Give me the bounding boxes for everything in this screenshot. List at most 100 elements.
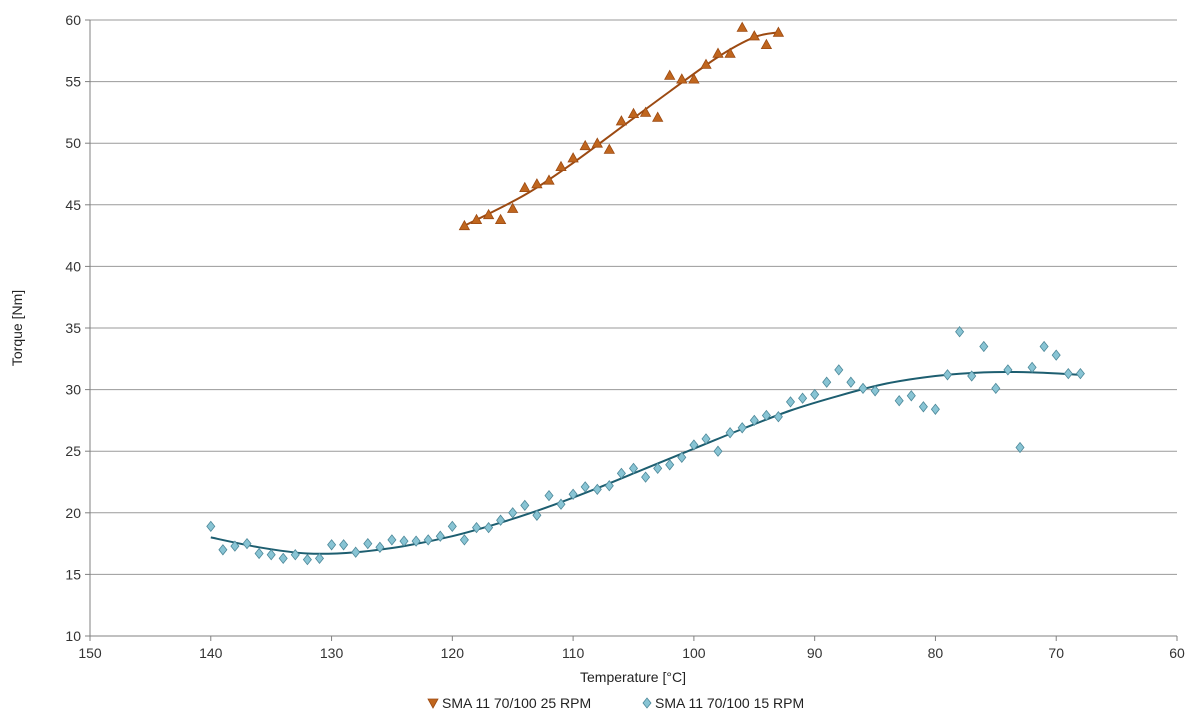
point-triangle — [615, 115, 628, 126]
point-diamond — [834, 364, 844, 376]
point-diamond — [387, 534, 397, 546]
point-diamond — [1063, 367, 1073, 380]
legend-item-15rpm: SMA 11 70/100 15 RPM — [642, 695, 804, 711]
point-triangle — [772, 26, 785, 37]
x-tick-label: 70 — [1048, 645, 1064, 661]
point-diamond — [713, 445, 723, 457]
point-diamond — [351, 546, 361, 558]
x-tick-label: 120 — [441, 645, 465, 661]
point-diamond — [604, 480, 614, 492]
point-diamond — [628, 462, 639, 475]
y-tick-label: 25 — [65, 443, 81, 459]
point-triangle — [507, 202, 519, 213]
point-diamond — [641, 471, 651, 483]
y-tick-label: 40 — [65, 258, 81, 274]
point-triangle — [700, 58, 712, 69]
point-diamond — [399, 535, 409, 547]
point-diamond — [435, 530, 445, 542]
point-triangle — [567, 152, 579, 163]
point-diamond — [363, 537, 373, 550]
x-tick-label: 90 — [807, 645, 823, 661]
point-diamond — [906, 390, 916, 402]
point-diamond — [508, 507, 518, 519]
point-triangle — [724, 47, 736, 58]
point-diamond — [653, 462, 663, 475]
point-diamond — [894, 395, 904, 407]
point-triangle — [664, 69, 676, 80]
point-diamond — [423, 534, 433, 546]
point-diamond — [1015, 441, 1025, 454]
legend-marker-triangle — [427, 698, 439, 709]
point-diamond — [798, 392, 808, 404]
legend-label-25rpm: SMA 11 70/100 25 RPM — [442, 695, 591, 711]
y-axis-title: Torque [Nm] — [9, 290, 25, 366]
point-diamond — [592, 483, 602, 496]
point-diamond — [616, 467, 626, 480]
point-triangle — [519, 181, 531, 193]
point-diamond — [484, 521, 494, 534]
grid-layer — [90, 19, 1177, 575]
point-diamond — [218, 544, 228, 556]
legend-label-15rpm: SMA 11 70/100 15 RPM — [655, 695, 804, 711]
x-tick-label: 150 — [78, 645, 102, 661]
point-triangle — [748, 30, 760, 41]
x-axis-title: Temperature [°C] — [580, 669, 686, 685]
point-triangle — [543, 174, 555, 185]
tick-labels: 10 15 20 25 30 35 40 45 50 55 60 150 140 130 120 110 100… — [65, 12, 1185, 661]
point-diamond — [761, 409, 771, 422]
y-tick-label: 10 — [65, 628, 81, 644]
point-diamond — [1075, 367, 1085, 380]
point-diamond — [749, 414, 759, 427]
point-diamond — [568, 488, 578, 500]
point-diamond — [459, 534, 469, 546]
point-diamond — [290, 549, 300, 561]
point-diamond — [918, 401, 928, 413]
point-diamond — [737, 422, 747, 434]
point-diamond — [930, 403, 940, 415]
point-triangle — [555, 160, 567, 172]
y-tick-label: 30 — [65, 382, 81, 398]
point-triangle — [603, 143, 615, 154]
point-diamond — [278, 552, 288, 565]
point-diamond — [1003, 364, 1013, 376]
point-diamond — [858, 382, 868, 395]
y-tick-label: 15 — [65, 566, 81, 582]
legend-marker-diamond — [642, 697, 652, 709]
y-tick-label: 45 — [65, 197, 81, 213]
x-tick-label: 80 — [928, 645, 944, 661]
point-diamond — [689, 439, 699, 451]
point-diamond — [955, 326, 965, 338]
legend-item-25rpm: SMA 11 70/100 25 RPM — [427, 695, 591, 711]
y-tick-label: 50 — [65, 135, 81, 151]
point-triangle — [482, 208, 495, 220]
y-tick-label: 20 — [65, 505, 81, 521]
x-tick-label: 130 — [320, 645, 344, 661]
point-diamond — [520, 499, 530, 512]
point-diamond — [991, 382, 1001, 395]
point-diamond — [339, 539, 349, 551]
point-diamond — [471, 521, 482, 534]
point-diamond — [967, 370, 977, 382]
point-diamond — [314, 552, 325, 565]
point-triangle — [494, 213, 507, 225]
point-diamond — [254, 547, 264, 560]
point-diamond — [979, 340, 989, 353]
point-diamond — [242, 537, 252, 550]
point-diamond — [870, 385, 880, 397]
point-diamond — [810, 388, 820, 401]
y-tick-label: 60 — [65, 12, 81, 28]
point-diamond — [773, 411, 783, 423]
point-diamond — [1039, 340, 1049, 353]
point-triangle — [579, 139, 591, 151]
y-tick-label: 55 — [65, 74, 81, 90]
point-diamond — [375, 541, 385, 553]
x-tick-label: 110 — [562, 645, 585, 661]
point-triangle — [760, 38, 773, 49]
point-triangle — [627, 107, 640, 118]
point-diamond — [230, 540, 240, 552]
point-triangle — [712, 47, 724, 58]
data-points — [206, 21, 1085, 566]
point-diamond — [411, 535, 421, 547]
